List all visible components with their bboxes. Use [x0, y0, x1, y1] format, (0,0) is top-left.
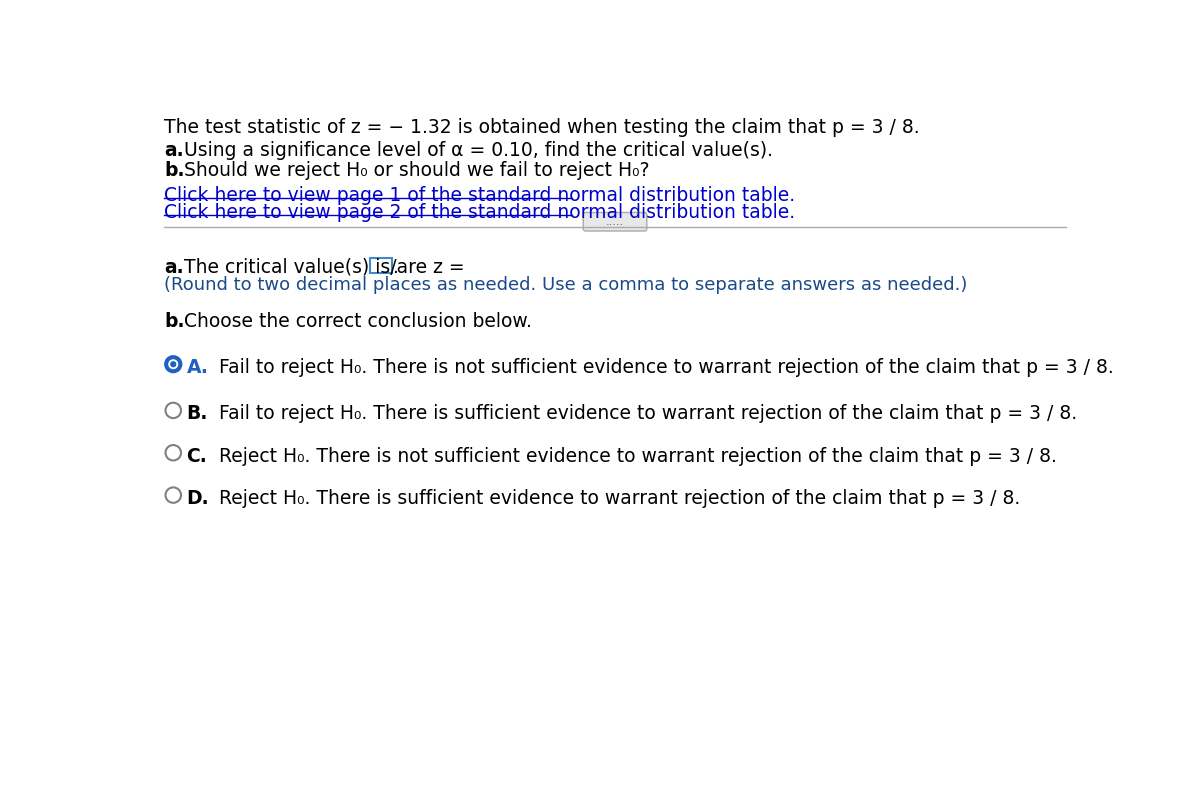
Text: Fail to reject H₀. There is not sufficient evidence to warrant rejection of the : Fail to reject H₀. There is not sufficie… [206, 358, 1114, 377]
Circle shape [166, 357, 181, 372]
FancyBboxPatch shape [583, 213, 647, 231]
Bar [370, 258, 391, 273]
Text: Choose the correct conclusion below.: Choose the correct conclusion below. [178, 312, 532, 331]
Text: .: . [394, 258, 400, 277]
Text: A.: A. [186, 358, 209, 377]
Text: a.: a. [164, 141, 184, 160]
Text: Using a significance level of α = 0.10, find the critical value(s).: Using a significance level of α = 0.10, … [178, 141, 773, 160]
Text: Reject H₀. There is not sufficient evidence to warrant rejection of the claim th: Reject H₀. There is not sufficient evide… [206, 447, 1056, 466]
Text: Click here to view page 2 of the standard normal distribution table.: Click here to view page 2 of the standar… [164, 202, 796, 221]
Text: C.: C. [186, 447, 208, 466]
Text: The critical value(s) is/are z =: The critical value(s) is/are z = [178, 258, 470, 277]
Text: B.: B. [186, 404, 208, 423]
Circle shape [170, 361, 176, 367]
Circle shape [166, 488, 181, 503]
Text: D.: D. [186, 489, 209, 508]
Circle shape [168, 359, 179, 369]
Circle shape [166, 403, 181, 418]
Text: Fail to reject H₀. There is sufficient evidence to warrant rejection of the clai: Fail to reject H₀. There is sufficient e… [206, 404, 1076, 423]
Text: Should we reject H₀ or should we fail to reject H₀?: Should we reject H₀ or should we fail to… [178, 161, 649, 180]
Text: Reject H₀. There is sufficient evidence to warrant rejection of the claim that p: Reject H₀. There is sufficient evidence … [206, 489, 1020, 508]
Circle shape [166, 445, 181, 460]
Text: b.: b. [164, 312, 185, 331]
Text: The test statistic of z = − 1.32 is obtained when testing the claim that p = 3 /: The test statistic of z = − 1.32 is obta… [164, 118, 919, 137]
Text: (Round to two decimal places as needed. Use a comma to separate answers as neede: (Round to two decimal places as needed. … [164, 277, 967, 294]
Text: Click here to view page 1 of the standard normal distribution table.: Click here to view page 1 of the standar… [164, 185, 796, 205]
Text: b.: b. [164, 161, 185, 180]
Text: a.: a. [164, 258, 184, 277]
Text: .....: ..... [606, 217, 624, 227]
